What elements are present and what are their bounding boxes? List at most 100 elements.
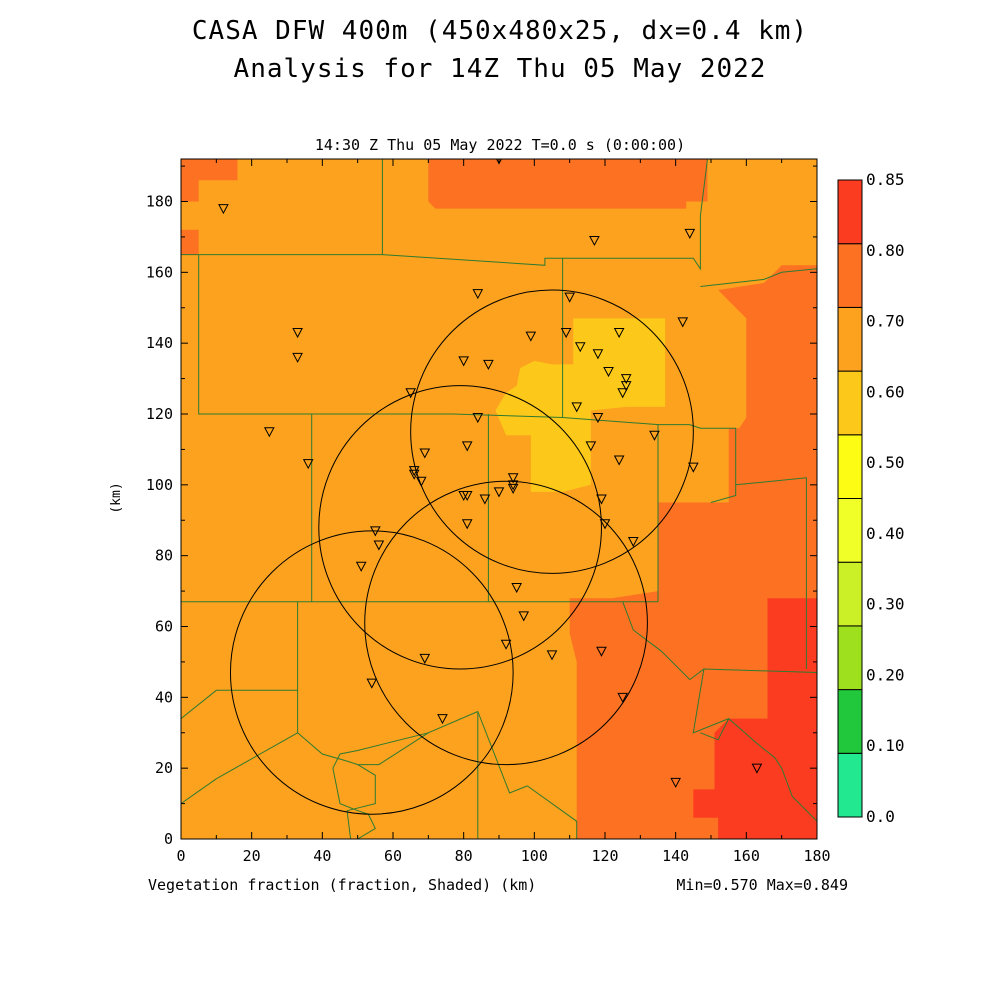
colorbar-label: 0.85: [866, 170, 905, 189]
station-marker: [677, 317, 689, 328]
station-marker: [405, 388, 416, 399]
colorbar-band: [837, 752, 863, 818]
station-marker: [564, 292, 575, 303]
field-region-0: [181, 159, 238, 202]
colorbar-label: 0.30: [866, 595, 905, 614]
station-marker: [589, 235, 600, 247]
station-marker: [264, 427, 275, 438]
radar-range-ring-2: [364, 480, 648, 766]
station-marker: [684, 228, 696, 239]
station-marker: [751, 763, 763, 774]
county-boundary-23: [332, 732, 429, 839]
colorbar-band: [837, 179, 863, 245]
colorbar-label: 0.10: [866, 736, 905, 755]
station-marker: [292, 352, 303, 363]
station-marker: [373, 540, 385, 551]
x-tick-label: 180: [803, 847, 830, 865]
station-marker: [560, 328, 572, 339]
station-marker: [507, 483, 519, 494]
station-marker: [670, 777, 681, 788]
station-marker: [613, 455, 625, 466]
station-marker: [649, 430, 660, 441]
colorbar-band: [837, 370, 863, 436]
station-marker: [688, 462, 699, 473]
station-marker: [408, 466, 420, 477]
station-marker: [507, 480, 519, 491]
station-marker: [415, 476, 427, 487]
station-marker: [461, 519, 473, 530]
station-marker: [292, 328, 303, 339]
station-marker: [585, 441, 597, 452]
county-boundary-8: [735, 477, 807, 669]
station-marker: [592, 413, 604, 424]
colorbar-band: [837, 625, 863, 691]
station-marker: [461, 441, 473, 452]
county-boundary-19: [622, 601, 817, 681]
station-marker: [617, 388, 628, 399]
colorbar-label: 0.60: [866, 382, 905, 401]
station-marker: [479, 494, 491, 505]
station-marker: [603, 367, 614, 378]
x-tick-label: 120: [591, 847, 618, 865]
station-marker: [511, 583, 522, 594]
colorbar-band: [837, 498, 863, 563]
station-marker: [493, 487, 505, 498]
colorbar-label: 0.0: [866, 807, 895, 826]
y-tick-label: 140: [146, 334, 173, 352]
footer-variable-label: Vegetation fraction (fraction, Shaded) (…: [148, 876, 537, 894]
station-marker: [483, 359, 494, 370]
station-marker: [518, 611, 530, 622]
station-marker: [472, 413, 484, 424]
x-tick-label: 20: [243, 847, 261, 865]
x-tick-label: 40: [313, 847, 331, 865]
radar-range-ring-0: [410, 289, 694, 574]
colorbar-band: [837, 243, 863, 308]
station-marker: [620, 374, 632, 385]
colorbar-label: 0.80: [866, 241, 905, 260]
county-boundary-22: [346, 764, 376, 839]
y-tick-label: 100: [146, 476, 173, 494]
station-marker: [366, 678, 378, 689]
station-marker: [458, 356, 469, 367]
county-boundary-14: [181, 778, 217, 805]
station-marker: [419, 653, 431, 664]
station-marker: [627, 537, 639, 548]
station-marker: [461, 490, 473, 502]
y-tick-label: 120: [146, 405, 173, 423]
colorbar-label: 0.50: [866, 453, 905, 472]
county-boundary-21: [700, 718, 730, 741]
time-label: 14:30 Z Thu 05 May 2022 T=0.0 s (0:00:00…: [314, 136, 686, 154]
county-boundary-20: [692, 668, 817, 822]
station-marker: [592, 349, 604, 360]
station-marker: [596, 494, 607, 505]
x-tick-label: 140: [662, 847, 689, 865]
colorbar-band: [837, 306, 863, 372]
colorbar-band: [837, 561, 863, 627]
county-boundary-17: [477, 711, 528, 794]
x-tick-label: 0: [176, 847, 185, 865]
colorbar-label: 0.70: [866, 312, 905, 331]
y-axis-label: (km): [109, 482, 124, 513]
y-tick-label: 0: [164, 830, 173, 848]
colorbar-label: 0.40: [866, 524, 905, 543]
station-marker: [507, 473, 519, 484]
chart-title: CASA DFW 400m (450x480x25, dx=0.4 km): [191, 16, 809, 46]
chart-subtitle: Analysis for 14Z Thu 05 May 2022: [233, 54, 767, 84]
x-tick-label: 100: [521, 847, 548, 865]
station-marker: [574, 342, 586, 353]
radar-range-ring-3: [229, 530, 514, 815]
station-marker: [419, 448, 431, 459]
station-marker: [571, 402, 583, 413]
x-tick-label: 80: [455, 847, 473, 865]
y-tick-label: 80: [155, 547, 173, 565]
station-marker: [302, 459, 314, 470]
station-marker: [408, 469, 420, 480]
station-marker: [370, 526, 381, 537]
x-tick-label: 160: [733, 847, 760, 865]
field-region-1: [181, 229, 199, 255]
county-boundary-7: [700, 268, 817, 839]
station-marker: [472, 289, 484, 300]
station-marker: [596, 646, 607, 657]
footer-min-max: Min=0.570 Max=0.849: [676, 876, 848, 894]
